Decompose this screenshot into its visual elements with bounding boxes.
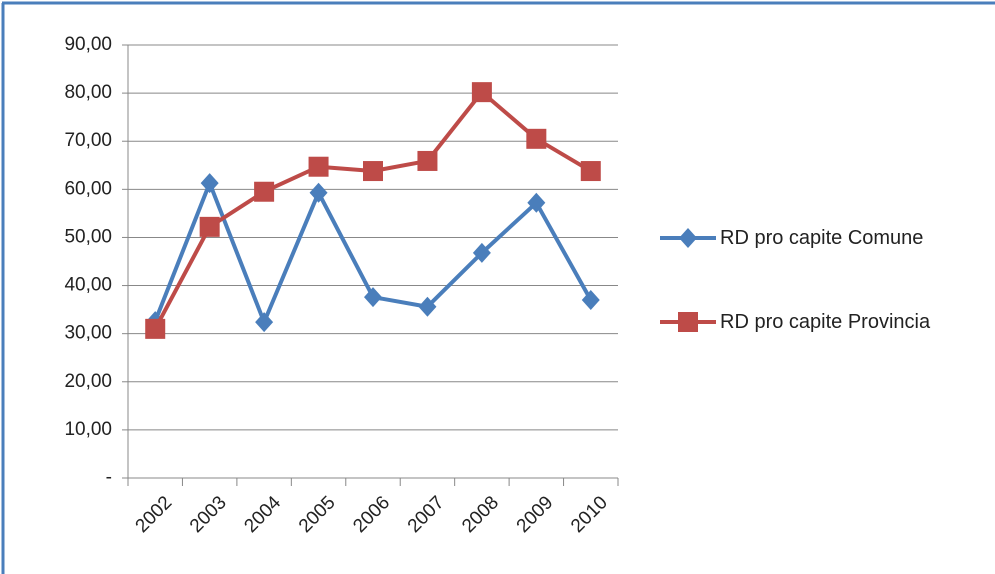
x-tick-label: 2010 [567, 492, 612, 537]
legend-marker [679, 228, 697, 248]
x-tick-label: 2008 [458, 492, 503, 537]
marker [308, 156, 329, 177]
y-tick-label: 40,00 [64, 275, 112, 296]
x-tick-label: 2004 [240, 492, 285, 537]
marker [472, 242, 491, 263]
legend-label: RD pro capite Provincia [720, 311, 931, 333]
legend-label: RD pro capite Comune [720, 227, 924, 249]
y-tick-label: 80,00 [64, 82, 112, 103]
x-tick-label: 2006 [349, 492, 394, 537]
marker [255, 312, 274, 333]
marker [364, 287, 382, 308]
marker [471, 82, 492, 103]
legend-marker [678, 312, 698, 332]
y-tick-label: - [106, 467, 112, 488]
y-tick-label: 10,00 [64, 419, 112, 440]
x-tick-label: 2002 [132, 492, 177, 537]
marker [418, 296, 437, 317]
marker [580, 161, 601, 182]
marker [145, 318, 166, 339]
x-tick-label: 2007 [404, 492, 449, 537]
y-tick-label: 30,00 [64, 323, 112, 344]
marker [254, 181, 275, 202]
marker [363, 161, 383, 182]
marker [309, 182, 328, 203]
y-tick-label: 70,00 [64, 130, 112, 151]
x-tick-label: 2005 [295, 492, 340, 537]
x-tick-label: 2009 [513, 492, 558, 537]
y-tick-label: 90,00 [64, 34, 112, 55]
x-tick-label: 2003 [186, 492, 231, 537]
marker [527, 192, 546, 213]
marker [417, 150, 438, 171]
marker [200, 173, 219, 194]
y-tick-label: 50,00 [64, 226, 112, 247]
marker [199, 216, 220, 237]
y-tick-label: 20,00 [64, 371, 112, 392]
y-tick-label: 60,00 [64, 178, 112, 199]
marker [526, 128, 547, 149]
marker [581, 289, 600, 310]
